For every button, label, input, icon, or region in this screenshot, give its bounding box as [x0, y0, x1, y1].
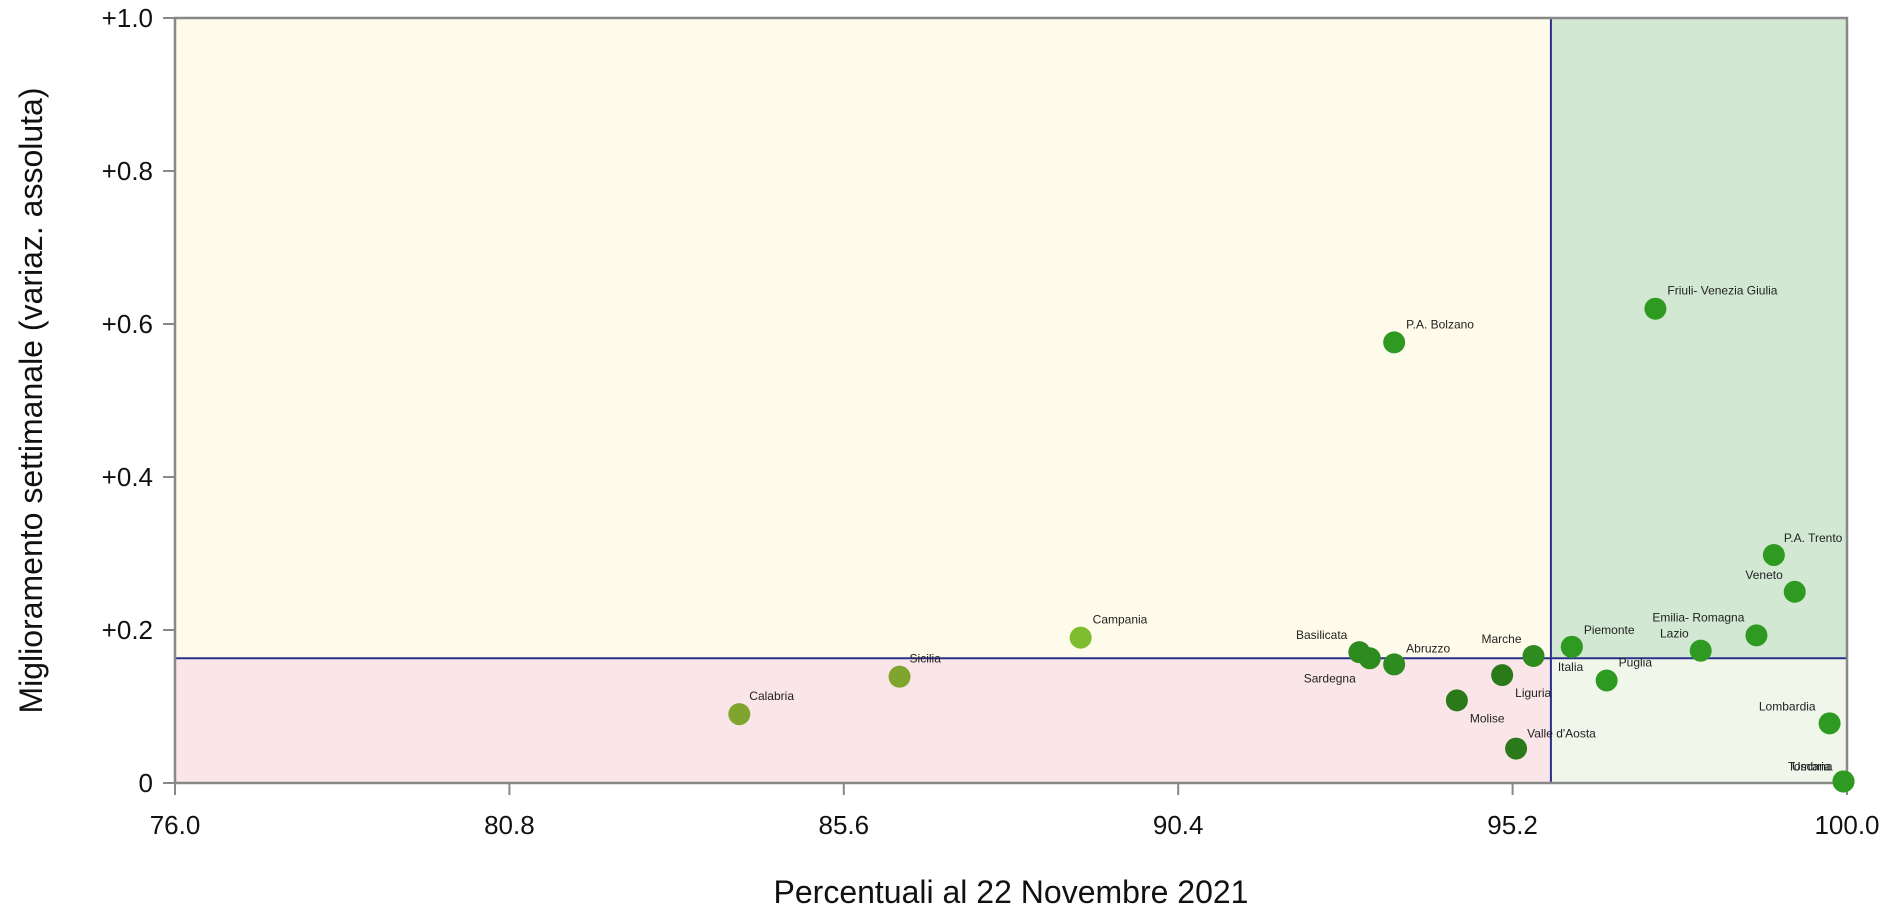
point-marche	[1522, 645, 1545, 668]
y-axis: 0 +0.2 +0.4 +0.6 +0.8 +1.0	[102, 3, 175, 798]
point-liguria	[1491, 664, 1514, 687]
point-p-a-bolzano	[1383, 331, 1406, 354]
point-friuli-venezia-giulia	[1644, 297, 1667, 320]
reference-lines	[175, 18, 1847, 783]
point-valle-d-aosta	[1505, 737, 1528, 760]
point-puglia	[1595, 669, 1618, 692]
point-lazio	[1689, 639, 1712, 662]
plot-frame	[173, 16, 1849, 785]
quadrant-upper-left	[175, 18, 1551, 659]
point-calabria	[728, 703, 751, 726]
quadrant-upper-right	[1550, 18, 1847, 659]
x-tick-label: 95.2	[1487, 810, 1538, 840]
point-campania	[1069, 626, 1092, 649]
point-label-molise: Molise	[1470, 711, 1505, 725]
point-label-basilicata: Basilicata	[1296, 628, 1348, 642]
point-p-a-trento	[1762, 544, 1785, 567]
x-axis-title: Percentuali al 22 Novembre 2021	[774, 874, 1249, 910]
y-tick-label: +0.4	[102, 462, 153, 492]
x-tick-label: 85.6	[818, 810, 869, 840]
point-label-p-a-trento: P.A. Trento	[1784, 531, 1843, 545]
x-axis: 76.0 80.8 85.6 90.4 95.2 100.0	[150, 783, 1880, 840]
point-label-calabria: Calabria	[749, 689, 794, 703]
x-tick-label: 76.0	[150, 810, 201, 840]
point-molise	[1445, 689, 1468, 712]
y-tick-label: +0.6	[102, 309, 153, 339]
point-label-puglia: Puglia	[1619, 655, 1653, 669]
point-abruzzo	[1383, 653, 1406, 676]
point-label-veneto: Veneto	[1745, 568, 1783, 582]
y-tick-label: +0.8	[102, 156, 153, 186]
y-tick-label: 0	[139, 768, 153, 798]
point-label-p-a-bolzano: P.A. Bolzano	[1406, 317, 1474, 331]
x-tick-label: 100.0	[1814, 810, 1879, 840]
point-emilia-romagna	[1745, 624, 1768, 647]
point-label-liguria: Liguria	[1515, 686, 1551, 700]
y-tick-label: +1.0	[102, 3, 153, 33]
point-piemonte	[1560, 635, 1583, 658]
point-label-lombardia: Lombardia	[1759, 699, 1816, 713]
point-sicilia	[888, 665, 911, 688]
point-labels: Calabria Sicilia Campania P.A. Bolzano Basil…	[749, 284, 1842, 774]
quadrant-backgrounds	[175, 18, 1847, 783]
point-label-valle-d-aosta: Valle d'Aosta	[1527, 727, 1596, 741]
point-label-lazio: Lazio	[1660, 627, 1689, 641]
point-label-abruzzo: Abruzzo	[1406, 641, 1450, 655]
point-umbria	[1832, 770, 1855, 793]
data-points	[728, 297, 1855, 793]
point-label-toscana: Toscana	[1788, 759, 1833, 773]
point-lombardia	[1818, 712, 1841, 735]
point-veneto	[1783, 580, 1806, 603]
point-label-sicilia: Sicilia	[910, 652, 942, 666]
point-label-piemonte: Piemonte	[1584, 623, 1635, 637]
y-axis-title: Miglioramento settimanale (variaz. assol…	[13, 87, 49, 713]
point-label-italia: Italia	[1558, 660, 1584, 674]
point-label-friuli-venezia-giulia: Friuli- Venezia Giulia	[1667, 284, 1777, 298]
point-label-campania: Campania	[1093, 613, 1148, 627]
point-label-sardegna: Sardegna	[1304, 671, 1356, 685]
y-tick-label: +0.2	[102, 615, 153, 645]
point-label-marche: Marche	[1481, 632, 1521, 646]
x-tick-label: 80.8	[484, 810, 535, 840]
x-tick-label: 90.4	[1153, 810, 1204, 840]
point-label-emilia-romagna: Emilia- Romagna	[1652, 610, 1744, 624]
quadrant-lower-left	[175, 658, 1551, 783]
point-label-umbria: Umbria	[1792, 759, 1831, 773]
point-sardegna	[1358, 647, 1381, 670]
